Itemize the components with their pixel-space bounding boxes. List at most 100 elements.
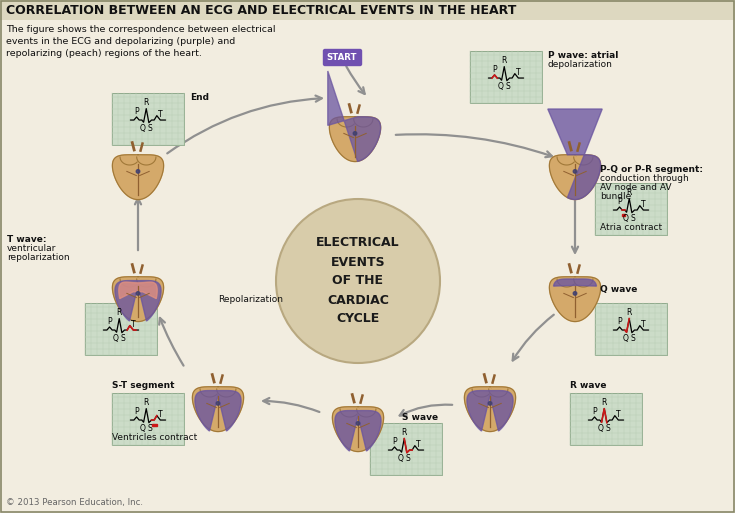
Bar (151, 424, 157, 426)
Text: S: S (121, 334, 125, 343)
Polygon shape (557, 279, 576, 287)
Polygon shape (328, 71, 381, 161)
Text: AV node and AV: AV node and AV (600, 183, 672, 192)
Text: P: P (107, 317, 112, 326)
FancyBboxPatch shape (595, 303, 667, 355)
Polygon shape (120, 279, 139, 287)
Text: bundle: bundle (600, 192, 631, 201)
Text: S: S (631, 334, 635, 343)
Polygon shape (200, 389, 219, 397)
Text: R: R (117, 308, 122, 317)
Text: Q: Q (623, 333, 628, 343)
Text: R: R (626, 188, 632, 198)
Polygon shape (329, 117, 381, 162)
Polygon shape (332, 407, 384, 451)
Polygon shape (137, 157, 156, 165)
Text: End: End (190, 93, 209, 102)
Text: T: T (158, 110, 162, 119)
Polygon shape (217, 389, 236, 397)
Text: P: P (592, 407, 597, 416)
FancyBboxPatch shape (0, 0, 735, 20)
Polygon shape (195, 390, 241, 431)
Circle shape (216, 402, 220, 405)
Polygon shape (340, 409, 359, 417)
FancyBboxPatch shape (470, 51, 542, 103)
Text: ventricular: ventricular (7, 244, 57, 253)
Polygon shape (193, 387, 243, 431)
Text: P-Q or P-R segment:: P-Q or P-R segment: (600, 165, 703, 174)
Text: S: S (631, 214, 635, 223)
Polygon shape (548, 109, 602, 200)
Text: P: P (617, 317, 622, 326)
FancyBboxPatch shape (595, 183, 667, 235)
Text: START: START (327, 52, 357, 62)
Polygon shape (337, 119, 356, 127)
Text: T: T (158, 410, 162, 419)
FancyBboxPatch shape (570, 393, 642, 445)
Text: T: T (131, 320, 136, 329)
Text: S-T segment: S-T segment (112, 381, 174, 390)
Text: S: S (506, 82, 510, 91)
Text: repolarization: repolarization (7, 253, 70, 262)
FancyBboxPatch shape (112, 93, 184, 145)
Text: T: T (416, 440, 420, 449)
Text: The figure shows the correspondence between electrical
events in the ECG and dep: The figure shows the correspondence betw… (6, 25, 276, 58)
Text: conduction through: conduction through (600, 174, 689, 183)
Text: R: R (143, 398, 149, 407)
Polygon shape (574, 279, 593, 287)
Text: R: R (143, 98, 149, 107)
Polygon shape (119, 282, 157, 299)
Polygon shape (335, 410, 381, 451)
Polygon shape (489, 389, 508, 397)
Text: Ventricles contract: Ventricles contract (112, 433, 197, 442)
Polygon shape (112, 277, 164, 322)
Text: Q: Q (140, 424, 146, 432)
Text: T: T (641, 200, 645, 209)
Circle shape (136, 291, 140, 295)
Text: S wave: S wave (402, 413, 438, 422)
Text: © 2013 Pearson Education, Inc.: © 2013 Pearson Education, Inc. (6, 498, 143, 507)
Polygon shape (553, 279, 597, 286)
Circle shape (488, 402, 492, 405)
Polygon shape (137, 279, 156, 287)
Text: Q: Q (112, 333, 118, 343)
Text: CORRELATION BETWEEN AN ECG AND ELECTRICAL EVENTS IN THE HEART: CORRELATION BETWEEN AN ECG AND ELECTRICA… (6, 4, 517, 16)
Text: T wave:: T wave: (7, 235, 46, 244)
Text: P: P (392, 437, 397, 446)
Text: S: S (406, 454, 410, 463)
Text: Atria contract: Atria contract (600, 223, 662, 232)
Text: T: T (641, 320, 645, 329)
Text: ELECTRICAL
EVENTS
OF THE
CARDIAC
CYCLE: ELECTRICAL EVENTS OF THE CARDIAC CYCLE (316, 236, 400, 326)
Text: Q: Q (598, 424, 603, 432)
Text: depolarization: depolarization (548, 60, 613, 69)
Circle shape (136, 170, 140, 173)
Polygon shape (467, 390, 513, 431)
Circle shape (356, 422, 359, 425)
Text: P: P (617, 196, 622, 206)
Text: Repolarization: Repolarization (218, 295, 283, 304)
Polygon shape (354, 119, 373, 127)
Text: T: T (616, 410, 620, 419)
Bar (623, 213, 625, 216)
FancyBboxPatch shape (323, 49, 362, 66)
Text: P: P (135, 407, 139, 416)
Polygon shape (112, 155, 164, 200)
Text: S: S (606, 424, 610, 433)
Text: R: R (601, 398, 607, 407)
Polygon shape (549, 155, 600, 200)
Text: Q: Q (498, 82, 503, 91)
Text: P wave: atrial: P wave: atrial (548, 51, 618, 60)
Text: R wave: R wave (570, 381, 606, 390)
Text: T: T (516, 68, 520, 77)
Text: S: S (148, 424, 152, 433)
Polygon shape (549, 277, 600, 322)
Text: P: P (492, 65, 497, 74)
Circle shape (354, 132, 356, 135)
FancyBboxPatch shape (112, 393, 184, 445)
Text: Q: Q (398, 453, 404, 463)
Circle shape (573, 291, 577, 295)
Text: R: R (401, 428, 407, 437)
Circle shape (276, 199, 440, 363)
FancyBboxPatch shape (370, 423, 442, 475)
Text: R: R (626, 308, 632, 317)
